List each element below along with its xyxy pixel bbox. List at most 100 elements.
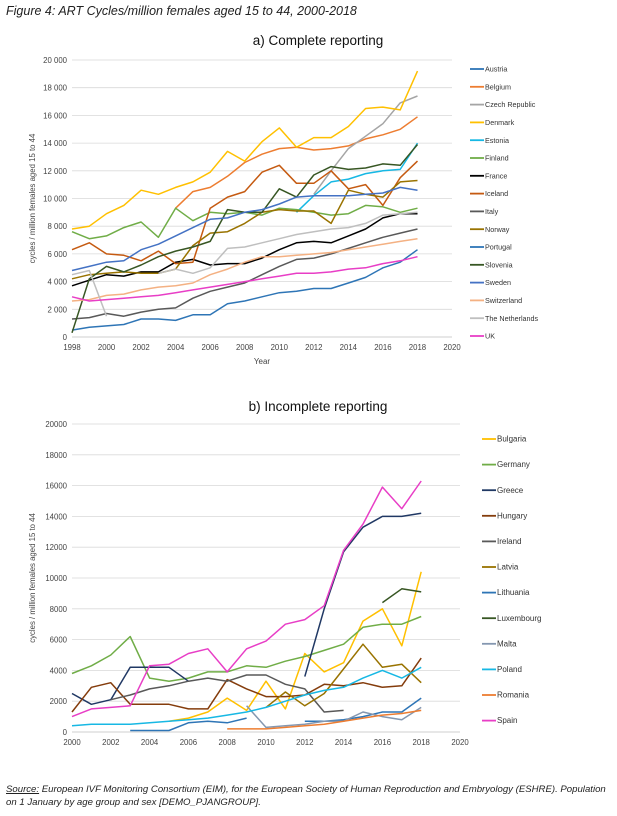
series-line-bulgaria	[168, 571, 422, 722]
y-tick-label: 0	[63, 728, 68, 737]
x-tick-label: 2006	[202, 343, 219, 352]
y-tick-label: 0	[63, 333, 68, 342]
legend-entry-finland: Finland	[485, 154, 509, 163]
series-line-norway	[71, 179, 418, 280]
series-line-slovenia	[71, 144, 419, 334]
chart-incomplete-reporting: b) Incomplete reporting02000400060008000…	[28, 399, 541, 747]
series-line-greece	[71, 512, 422, 706]
y-tick-label: 18000	[45, 451, 67, 460]
x-tick-label: 1998	[63, 343, 80, 352]
legend-entry-austria: Austria	[485, 65, 507, 74]
y-tick-label: 14000	[45, 512, 67, 521]
legend-entry-sweden: Sweden	[485, 278, 511, 287]
series-line-spain	[71, 480, 422, 718]
x-tick-label: 2014	[340, 343, 358, 352]
y-axis-label: cycles / million females aged 15 to 44	[28, 133, 37, 263]
y-tick-label: 18 000	[43, 84, 68, 93]
source-note: Source: European IVF Monitoring Consorti…	[6, 783, 611, 809]
legend-entry-malta: Malta	[497, 639, 517, 648]
y-tick-label: 6000	[50, 636, 68, 645]
legend-entry-lithuania: Lithuania	[497, 588, 530, 597]
legend-entry-slovenia: Slovenia	[485, 260, 513, 269]
series-line-sweden	[71, 186, 418, 272]
series-line-uk	[71, 255, 418, 302]
series-line-france	[71, 212, 418, 287]
legend-entry-france: France	[485, 171, 507, 180]
y-tick-label: 12 000	[43, 167, 68, 176]
x-tick-label: 2016	[374, 738, 391, 747]
legend-entry-denmark: Denmark	[485, 118, 515, 127]
series-line-poland	[71, 666, 422, 727]
y-tick-label: 4000	[50, 666, 68, 675]
x-tick-label: 2012	[305, 343, 322, 352]
x-tick-label: 2006	[180, 738, 197, 747]
source-label: Source:	[6, 784, 40, 795]
series-line-latvia	[265, 643, 422, 708]
series-line-luxembourg	[381, 588, 422, 604]
series-line-finland	[71, 204, 418, 240]
y-tick-label: 16000	[45, 482, 67, 491]
x-tick-label: 2018	[409, 343, 426, 352]
series-line-czech-republic	[313, 95, 418, 195]
legend-entry-romania: Romania	[497, 691, 530, 700]
y-tick-label: 4 000	[47, 278, 67, 287]
series-line-belgium	[175, 116, 418, 209]
series-line-ireland	[110, 674, 344, 713]
chart-complete-reporting: a) Complete reporting 0 2 000 4 000 6 000 8 0…	[28, 33, 539, 366]
chart-title: a) Complete reporting	[253, 33, 384, 48]
legend-entry-estonia: Estonia	[485, 136, 509, 145]
x-tick-label: 2020	[443, 343, 461, 352]
x-tick-label: 2004	[141, 738, 159, 747]
x-tick-label: 2016	[374, 343, 391, 352]
series-line-malta	[246, 705, 422, 729]
series-line-portugal	[71, 249, 418, 331]
legend-entry-iceland: Iceland	[485, 189, 508, 198]
series-line-estonia	[295, 142, 419, 213]
legend-entry-luxembourg: Luxembourg	[497, 614, 541, 623]
source-text: European IVF Monitoring Consortium (EIM)…	[6, 784, 606, 808]
legend-entry-belgium: Belgium	[485, 82, 511, 91]
y-tick-label: 6 000	[47, 250, 67, 259]
legend-entry-norway: Norway	[485, 225, 510, 234]
y-tick-label: 10 000	[43, 195, 68, 204]
y-tick-label: 12000	[45, 543, 67, 552]
x-axis-label: Year	[254, 357, 271, 366]
legend-entry-portugal: Portugal	[485, 243, 512, 252]
x-tick-label: 2008	[219, 738, 236, 747]
legend-entry-ireland: Ireland	[497, 537, 521, 546]
x-tick-label: 2000	[98, 343, 116, 352]
figure-title: Figure 4: ART Cycles/million females age…	[6, 4, 357, 18]
x-tick-label: 2010	[257, 738, 275, 747]
y-tick-label: 20000	[45, 420, 67, 429]
x-tick-label: 2000	[63, 738, 81, 747]
legend-entry-switzerland: Switzerland	[485, 296, 522, 305]
series-line-the-netherlands	[71, 211, 418, 317]
y-tick-label: 2000	[50, 697, 68, 706]
legend-entry-spain: Spain	[497, 716, 517, 725]
x-tick-label: 2020	[451, 738, 469, 747]
series-line-italy	[71, 228, 418, 320]
legend-entry-greece: Greece	[497, 486, 524, 495]
chart-title: b) Incomplete reporting	[249, 399, 388, 414]
series-line-germany	[71, 615, 422, 682]
y-tick-label: 2 000	[47, 305, 67, 314]
legend-entry-poland: Poland	[497, 665, 522, 674]
y-tick-label: 8 000	[47, 222, 67, 231]
legend-entry-uk: UK	[485, 332, 495, 341]
legend-entry-hungary: Hungary	[497, 511, 527, 520]
series-line-romania	[227, 709, 422, 730]
legend-entry-bulgaria: Bulgaria	[497, 435, 527, 444]
x-tick-label: 2014	[335, 738, 353, 747]
y-tick-label: 20 000	[43, 56, 68, 65]
legend-entry-latvia: Latvia	[497, 563, 519, 572]
y-axis-label: cycles / million females aged 15 to 44	[28, 513, 37, 643]
x-tick-label: 2004	[167, 343, 185, 352]
legend-entry-italy: Italy	[485, 207, 499, 216]
legend-entry-germany: Germany	[497, 460, 530, 469]
series-line-denmark	[71, 70, 419, 230]
legend-entry-the-netherlands: The Netherlands	[485, 314, 539, 323]
x-tick-label: 2008	[236, 343, 253, 352]
x-tick-label: 2002	[102, 738, 119, 747]
y-tick-label: 10000	[45, 574, 67, 583]
series-line-switzerland	[71, 237, 418, 302]
